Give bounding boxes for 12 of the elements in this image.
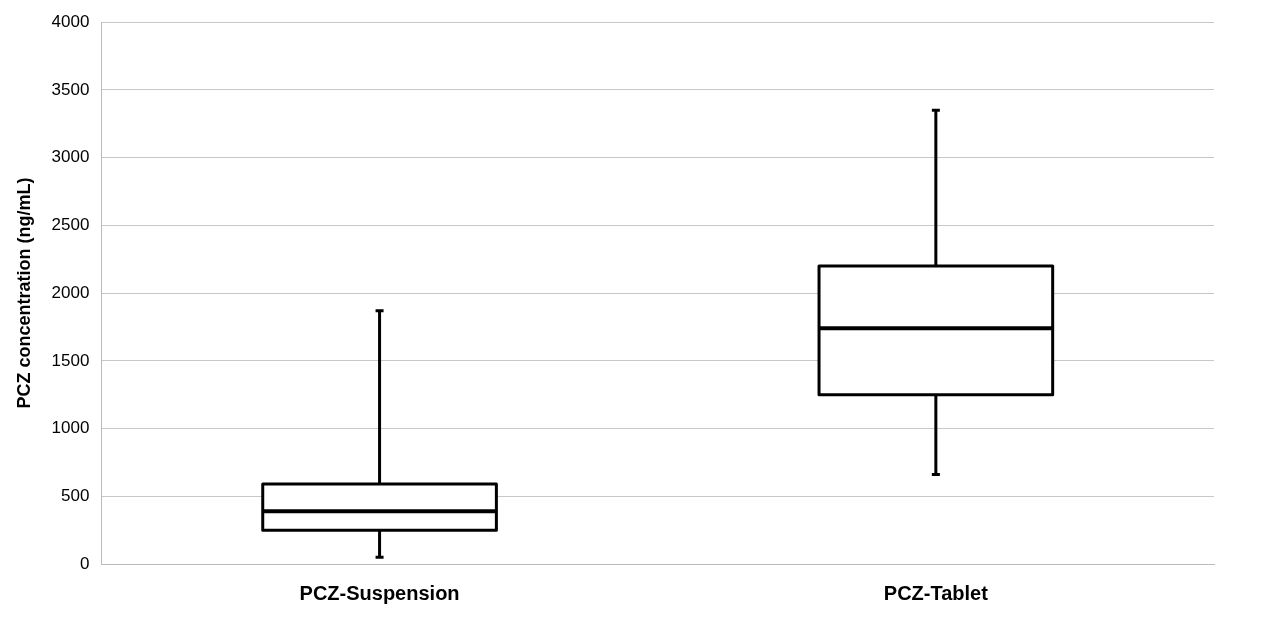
y-tick-label: 2500 xyxy=(51,215,90,235)
y-tick-label: 1000 xyxy=(51,418,90,438)
y-tick-label: 0 xyxy=(79,553,90,573)
y-tick-label: 2000 xyxy=(51,282,90,302)
y-tick-label: 4000 xyxy=(51,11,90,31)
x-tick-label: PCZ-Suspension xyxy=(299,581,460,604)
x-tick-label: PCZ-Tablet xyxy=(883,581,989,604)
y-tick-label: 3000 xyxy=(51,147,90,167)
y-tick-label: 1500 xyxy=(51,350,90,370)
y-tick-label: 500 xyxy=(61,485,90,505)
y-tick-label: 3500 xyxy=(51,79,90,99)
y-axis-title: PCZ concentration (ng/mL) xyxy=(13,177,34,409)
